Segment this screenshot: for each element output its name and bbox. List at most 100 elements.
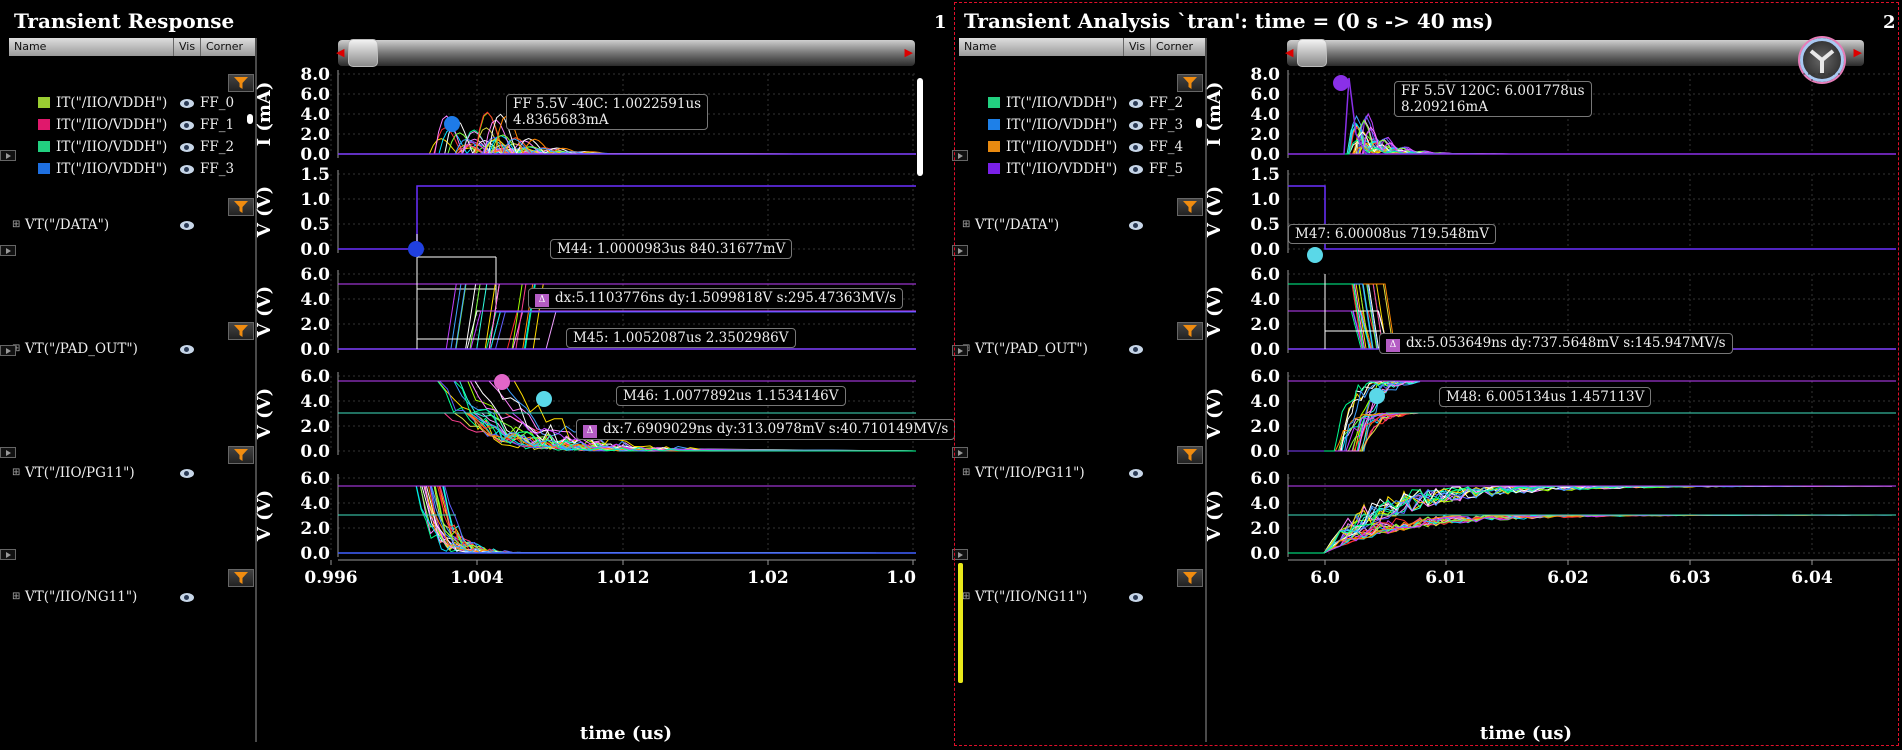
time-scrollbar[interactable]: ◀ ▶: [1285, 39, 1864, 67]
signal-row[interactable]: VT("/IIO/NG11"): [975, 589, 1088, 605]
header-name[interactable]: Name: [959, 38, 1124, 56]
annotation-m44[interactable]: M44: 1.0000983us 840.31677mV: [550, 239, 793, 259]
play-icon[interactable]: [0, 549, 16, 560]
scroll-left-icon[interactable]: ◀: [336, 46, 345, 59]
panel-divider[interactable]: [1205, 38, 1207, 742]
signal-row[interactable]: IT("/IIO/VDDH"): [988, 117, 1117, 133]
expand-plus-icon[interactable]: ⊞: [12, 591, 21, 602]
signal-row[interactable]: VT("/IIO/NG11"): [25, 589, 138, 605]
play-icon[interactable]: [0, 447, 16, 458]
scroll-right-icon[interactable]: ▶: [904, 46, 913, 59]
annotation-m47[interactable]: M47: 6.00008us 719.548mV: [1288, 224, 1496, 244]
signal-row[interactable]: IT("/IIO/VDDH"): [988, 95, 1117, 111]
eye-icon[interactable]: [1129, 469, 1143, 478]
signal-row[interactable]: IT("/IIO/VDDH"): [38, 161, 167, 177]
app-logo-icon: [1800, 38, 1844, 82]
waveform-plot-area[interactable]: 8.06.04.02.00.0I (mA)1.51.00.50.0V (V)6.…: [256, 64, 916, 750]
scroll-thumb[interactable]: [348, 39, 378, 67]
signal-row[interactable]: IT("/IIO/VDDH"): [988, 139, 1117, 155]
play-icon[interactable]: [952, 245, 968, 256]
signal-row[interactable]: IT("/IIO/VDDH"): [38, 95, 167, 111]
play-icon[interactable]: [0, 150, 16, 161]
signal-row[interactable]: VT("/PAD_OUT"): [975, 341, 1088, 357]
peak-marker[interactable]: [444, 116, 460, 132]
waveform-plot-area[interactable]: 8.06.04.02.00.0I (mA)1.51.00.50.0V (V)6.…: [1206, 64, 1902, 750]
annotation-m46[interactable]: M46: 1.0077892us 1.1534146V: [616, 386, 846, 406]
signal-row[interactable]: VT("/IIO/PG11"): [25, 465, 135, 481]
eye-icon[interactable]: [1129, 221, 1143, 230]
signal-row[interactable]: IT("/IIO/VDDH"): [38, 139, 167, 155]
expand-plus-icon[interactable]: ⊞: [962, 219, 971, 230]
zoom-pill[interactable]: [917, 78, 923, 176]
eye-icon[interactable]: [180, 469, 194, 478]
peak-marker[interactable]: [1333, 75, 1349, 91]
time-scrollbar[interactable]: ◀ ▶: [336, 39, 915, 67]
eye-icon[interactable]: [180, 143, 194, 152]
scroll-thumb[interactable]: [1297, 39, 1327, 67]
signal-row[interactable]: VT("/DATA"): [975, 217, 1060, 233]
marker-m46[interactable]: [536, 391, 552, 407]
scroll-left-icon[interactable]: ◀: [1285, 46, 1294, 59]
signal-row[interactable]: VT("/DATA"): [25, 217, 110, 233]
y-tick-label: 4.0: [300, 392, 330, 412]
eye-icon[interactable]: [1129, 165, 1143, 174]
filter-button[interactable]: [1177, 569, 1203, 587]
filter-button[interactable]: [228, 569, 254, 587]
annotation-m45[interactable]: M45: 1.0052087us 2.3502986V: [566, 328, 796, 348]
scroll-dot[interactable]: [247, 114, 253, 124]
filter-button[interactable]: [1177, 322, 1203, 340]
expand-plus-icon[interactable]: ⊞: [962, 467, 971, 478]
signal-row[interactable]: IT("/IIO/VDDH"): [988, 161, 1117, 177]
eye-icon[interactable]: [180, 165, 194, 174]
signal-row[interactable]: IT("/IIO/VDDH"): [38, 117, 167, 133]
eye-icon[interactable]: [180, 345, 194, 354]
filter-button[interactable]: [228, 446, 254, 464]
header-vis[interactable]: Vis: [174, 38, 201, 56]
marker-m47[interactable]: [1307, 247, 1323, 263]
expand-plus-icon[interactable]: ⊞: [12, 343, 21, 354]
signal-row[interactable]: VT("/IIO/PG11"): [975, 465, 1085, 481]
peak-annotation[interactable]: FF 5.5V -40C: 1.0022591us 4.8365683mA: [506, 94, 709, 130]
header-name[interactable]: Name: [9, 38, 174, 56]
play-icon[interactable]: [952, 150, 968, 161]
filter-button[interactable]: [1177, 198, 1203, 216]
panel-divider[interactable]: [255, 38, 257, 742]
filter-button[interactable]: [1177, 446, 1203, 464]
eye-icon[interactable]: [180, 221, 194, 230]
filter-button[interactable]: [1177, 74, 1203, 92]
marker-m45[interactable]: [494, 374, 510, 390]
eye-icon[interactable]: [1129, 121, 1143, 130]
filter-button[interactable]: [228, 74, 254, 92]
scroll-right-icon[interactable]: ▶: [1853, 46, 1862, 59]
header-corner[interactable]: Corner: [1156, 40, 1194, 53]
play-icon[interactable]: [952, 345, 968, 356]
eye-icon[interactable]: [180, 121, 194, 130]
signal-row[interactable]: VT("/PAD_OUT"): [25, 341, 138, 357]
annotation-m48[interactable]: M48: 6.005134us 1.457113V: [1439, 387, 1652, 407]
marker-m48[interactable]: [1369, 388, 1385, 404]
ng-trace: [1288, 514, 1893, 554]
play-icon[interactable]: [0, 345, 16, 356]
header-vis[interactable]: Vis: [1124, 38, 1151, 56]
eye-icon[interactable]: [1129, 345, 1143, 354]
eye-icon[interactable]: [1129, 143, 1143, 152]
eye-icon[interactable]: [180, 99, 194, 108]
filter-button[interactable]: [228, 198, 254, 216]
peak-annotation[interactable]: FF 5.5V 120C: 6.001778us 8.209216mA: [1394, 81, 1592, 117]
eye-icon[interactable]: [180, 593, 194, 602]
play-icon[interactable]: [0, 245, 16, 256]
play-icon[interactable]: [952, 447, 968, 458]
eye-icon[interactable]: [1129, 99, 1143, 108]
expand-plus-icon[interactable]: ⊞: [962, 591, 971, 602]
header-corner[interactable]: Corner: [206, 40, 244, 53]
scroll-dot[interactable]: [1196, 118, 1202, 128]
play-icon[interactable]: [952, 549, 968, 560]
filter-button[interactable]: [228, 322, 254, 340]
eye-icon[interactable]: [1129, 593, 1143, 602]
expand-plus-icon[interactable]: ⊞: [12, 219, 21, 230]
expand-plus-icon[interactable]: ⊞: [12, 467, 21, 478]
marker-m44[interactable]: [408, 241, 424, 257]
